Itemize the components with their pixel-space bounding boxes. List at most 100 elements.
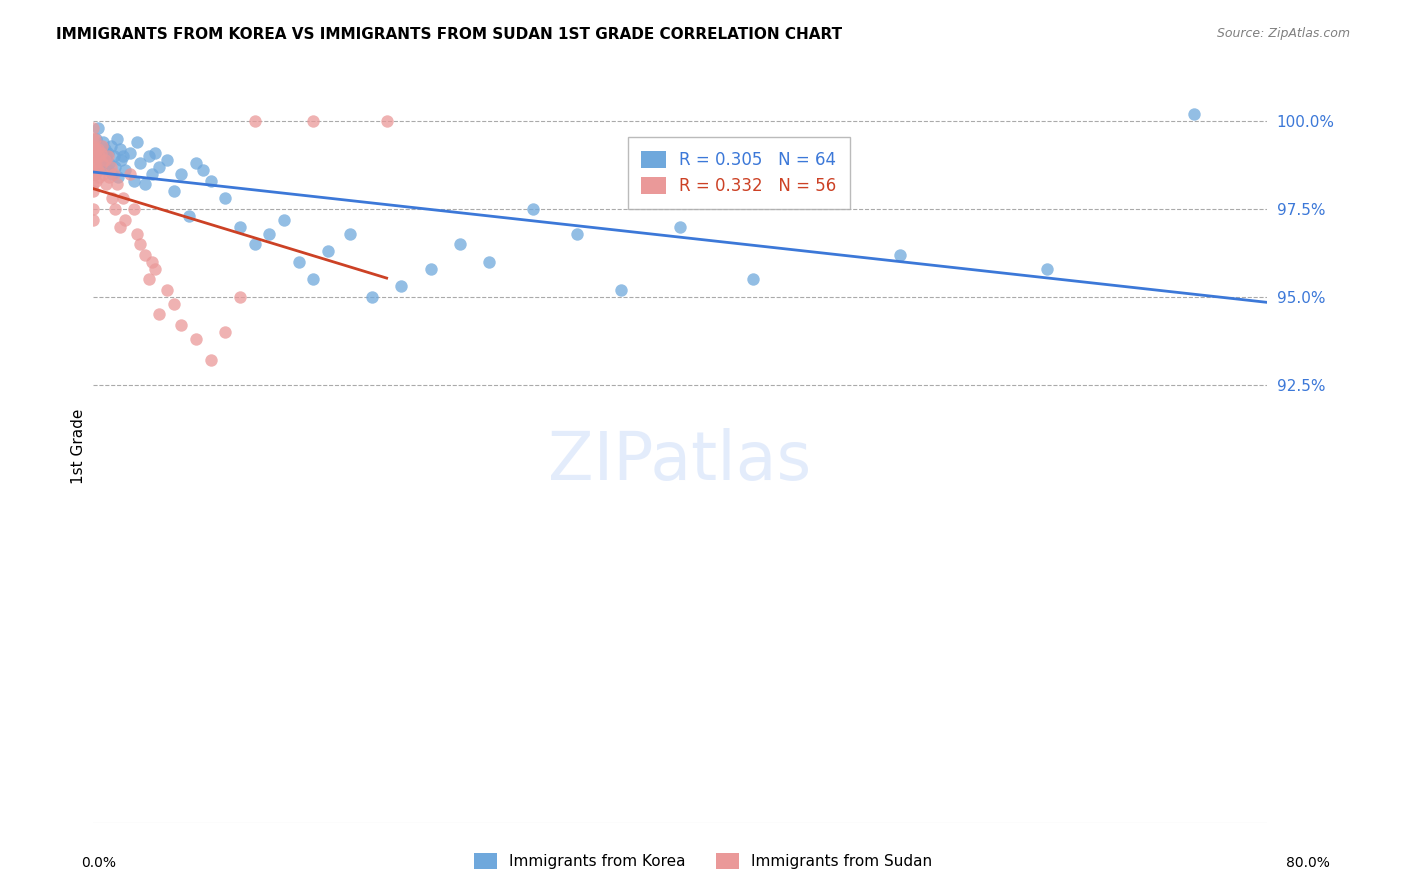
Point bbox=[170, 167, 193, 181]
Point bbox=[97, 163, 120, 178]
Point bbox=[302, 272, 325, 286]
Point bbox=[114, 163, 136, 178]
Point bbox=[287, 254, 309, 268]
Point bbox=[83, 156, 105, 170]
Point bbox=[111, 191, 134, 205]
Point bbox=[243, 237, 266, 252]
Point bbox=[87, 149, 110, 163]
Point bbox=[86, 163, 108, 178]
Point bbox=[259, 227, 281, 241]
Point bbox=[86, 121, 108, 136]
Point bbox=[339, 227, 361, 241]
Point bbox=[108, 219, 131, 234]
Point bbox=[184, 332, 207, 346]
Point bbox=[155, 153, 177, 167]
Point bbox=[97, 145, 120, 160]
Point bbox=[82, 185, 104, 199]
Point bbox=[243, 114, 266, 128]
Point bbox=[96, 149, 118, 163]
Point bbox=[83, 132, 105, 146]
Point bbox=[97, 149, 120, 163]
Point bbox=[184, 156, 207, 170]
Point bbox=[103, 167, 125, 181]
Y-axis label: 1st Grade: 1st Grade bbox=[72, 409, 86, 483]
Point bbox=[89, 156, 111, 170]
Point bbox=[114, 212, 136, 227]
Point bbox=[86, 142, 108, 156]
Point bbox=[107, 170, 129, 185]
Point bbox=[138, 149, 160, 163]
Text: Source: ZipAtlas.com: Source: ZipAtlas.com bbox=[1216, 27, 1350, 40]
Point bbox=[91, 145, 114, 160]
Point bbox=[214, 325, 236, 339]
Point bbox=[82, 202, 104, 216]
Text: 0.0%: 0.0% bbox=[82, 856, 115, 871]
Point bbox=[82, 156, 104, 170]
Point bbox=[89, 145, 111, 160]
Legend: R = 0.305   N = 64, R = 0.332   N = 56: R = 0.305 N = 64, R = 0.332 N = 56 bbox=[627, 137, 851, 209]
Point bbox=[134, 178, 156, 192]
Point bbox=[141, 167, 163, 181]
Point bbox=[84, 160, 107, 174]
Legend: Immigrants from Korea, Immigrants from Sudan: Immigrants from Korea, Immigrants from S… bbox=[468, 847, 938, 875]
Point bbox=[110, 153, 132, 167]
Point bbox=[82, 138, 104, 153]
Point bbox=[138, 272, 160, 286]
Point bbox=[200, 174, 222, 188]
Point bbox=[122, 202, 145, 216]
Point bbox=[610, 283, 633, 297]
Point bbox=[143, 145, 166, 160]
Point bbox=[478, 254, 501, 268]
Point bbox=[87, 149, 110, 163]
Point bbox=[170, 318, 193, 332]
Point bbox=[389, 279, 412, 293]
Point bbox=[111, 149, 134, 163]
Point bbox=[82, 212, 104, 227]
Point bbox=[163, 297, 186, 311]
Point bbox=[104, 202, 127, 216]
Point bbox=[177, 209, 200, 223]
Text: IMMIGRANTS FROM KOREA VS IMMIGRANTS FROM SUDAN 1ST GRADE CORRELATION CHART: IMMIGRANTS FROM KOREA VS IMMIGRANTS FROM… bbox=[56, 27, 842, 42]
Point bbox=[122, 174, 145, 188]
Point bbox=[419, 261, 441, 276]
Point bbox=[134, 247, 156, 261]
Point bbox=[94, 153, 117, 167]
Point bbox=[82, 121, 104, 136]
Point bbox=[101, 167, 124, 181]
Point bbox=[361, 290, 384, 304]
Point bbox=[83, 167, 105, 181]
Point bbox=[84, 132, 107, 146]
Point bbox=[229, 290, 252, 304]
Point bbox=[82, 167, 104, 181]
Point bbox=[83, 142, 105, 156]
Point bbox=[94, 153, 117, 167]
Point bbox=[129, 156, 152, 170]
Point bbox=[567, 227, 589, 241]
Point bbox=[155, 283, 177, 297]
Text: ZIPatlas: ZIPatlas bbox=[548, 428, 811, 494]
Text: 80.0%: 80.0% bbox=[1285, 856, 1330, 871]
Point bbox=[82, 178, 104, 192]
Point bbox=[118, 167, 141, 181]
Point bbox=[302, 114, 325, 128]
Point bbox=[375, 114, 398, 128]
Point bbox=[105, 132, 128, 146]
Point bbox=[449, 237, 471, 252]
Point bbox=[94, 142, 117, 156]
Point bbox=[108, 142, 131, 156]
Point bbox=[200, 353, 222, 368]
Point bbox=[1182, 107, 1205, 121]
Point bbox=[127, 227, 149, 241]
Point bbox=[273, 212, 295, 227]
Point bbox=[104, 160, 127, 174]
Point bbox=[89, 138, 111, 153]
Point bbox=[100, 160, 122, 174]
Point bbox=[93, 135, 115, 149]
Point bbox=[1036, 261, 1059, 276]
Point bbox=[127, 135, 149, 149]
Point bbox=[84, 149, 107, 163]
Point bbox=[143, 261, 166, 276]
Point bbox=[100, 138, 122, 153]
Point bbox=[193, 163, 215, 178]
Point bbox=[96, 178, 118, 192]
